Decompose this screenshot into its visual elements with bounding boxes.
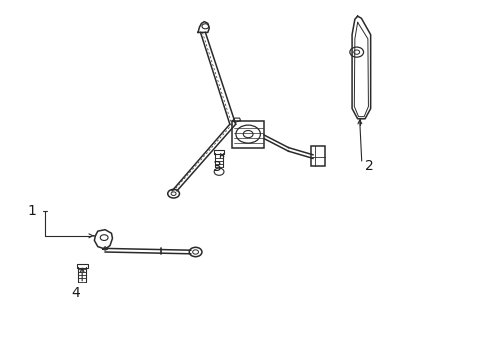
Bar bbox=[213, 150, 224, 154]
Bar bbox=[232, 121, 264, 148]
Bar bbox=[77, 264, 87, 268]
Text: 1: 1 bbox=[27, 204, 36, 217]
Bar bbox=[310, 146, 325, 166]
Text: 2: 2 bbox=[364, 159, 373, 172]
Text: 3: 3 bbox=[213, 161, 222, 174]
Text: 4: 4 bbox=[71, 287, 80, 300]
